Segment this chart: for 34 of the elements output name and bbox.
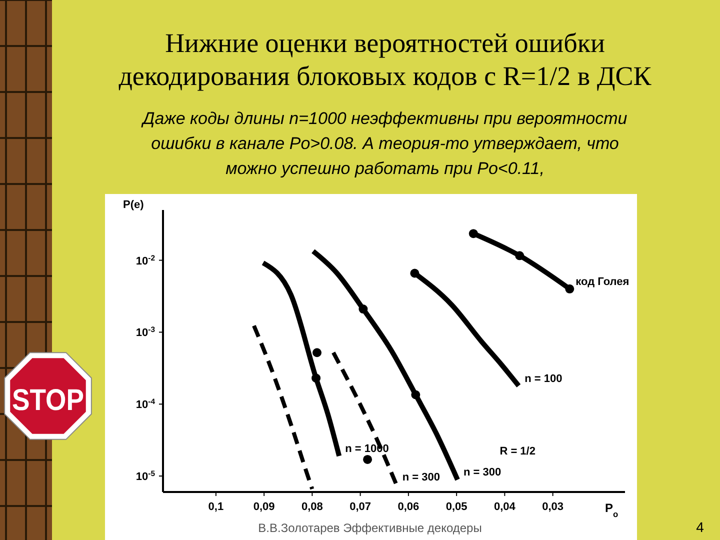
y-tick-label: 10$^{-3}$ bbox=[136, 324, 155, 340]
y-axis-title: P(e) bbox=[123, 199, 144, 211]
y-tick-label: 10$^{-2}$ bbox=[136, 252, 155, 268]
x-tick-label: 0,03 bbox=[542, 501, 564, 513]
series-label: n = 300 bbox=[464, 466, 502, 479]
x-tick-label: 0,06 bbox=[398, 501, 420, 513]
point bbox=[411, 390, 420, 400]
point bbox=[515, 251, 524, 260]
chart-title: Нижние оценки вероятностей ошибки декодирования блоковых кодов с R=1/2 в ДСК bbox=[118, 28, 652, 91]
x-tick-label: 0,09 bbox=[253, 501, 275, 513]
x-tick-label: 0,04 bbox=[494, 501, 516, 513]
point bbox=[410, 268, 420, 278]
line-series bbox=[331, 350, 398, 487]
series-label: n = 100 bbox=[524, 372, 562, 385]
point bbox=[358, 304, 368, 314]
point bbox=[565, 284, 574, 294]
point bbox=[468, 229, 478, 238]
series-label: код Голея bbox=[576, 276, 630, 288]
text: 4 bbox=[696, 519, 704, 535]
x-tick-label: 0,07 bbox=[350, 501, 372, 513]
stop-sign-icon: STOP bbox=[4, 352, 94, 440]
x-tick-label: 0,1 bbox=[208, 501, 224, 513]
point bbox=[363, 454, 372, 464]
point bbox=[312, 348, 322, 358]
point bbox=[312, 374, 321, 383]
text: В.В.Золотарев Эффективные декодеры bbox=[258, 521, 482, 535]
x-tick-label: 0,05 bbox=[446, 501, 468, 513]
x-tick-label: 0,08 bbox=[301, 501, 323, 513]
y-tick-label: 10$^{-5}$ bbox=[136, 468, 156, 484]
series-label: n = 300 bbox=[402, 472, 440, 484]
annotation: R = 1/2 bbox=[500, 445, 536, 458]
y-tick-label: 10$^{-4}$ bbox=[136, 396, 156, 412]
chart-subtitle: Даже коды длины n=1000 неэффективны при вероятности ошибки в канале Po>0.08. А теория-то утверждает, что можно успешно работать при Po<0.11, bbox=[140, 109, 628, 178]
x-axis-title: P$_{o}$ bbox=[605, 501, 618, 519]
